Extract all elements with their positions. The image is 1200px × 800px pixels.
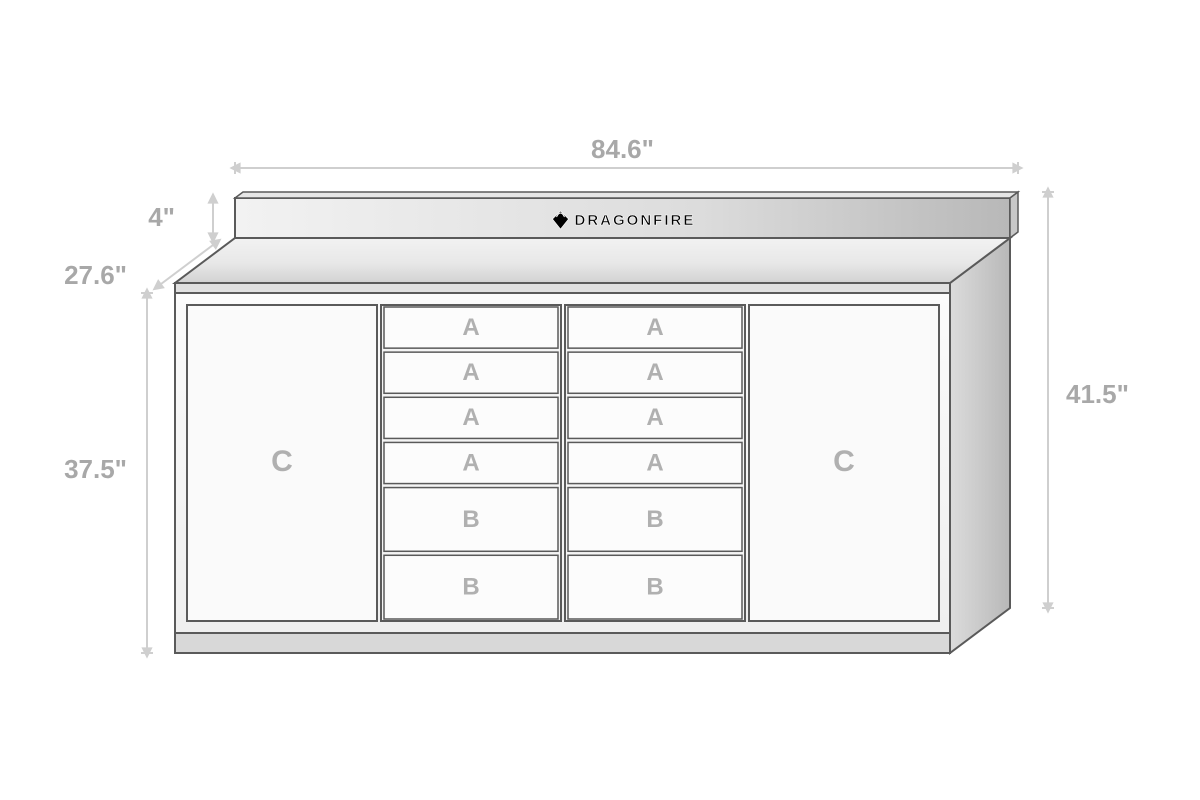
svg-text:A: A bbox=[462, 314, 479, 341]
cabinet-base-kick bbox=[175, 633, 950, 653]
svg-text:A: A bbox=[646, 359, 663, 386]
svg-text:B: B bbox=[462, 506, 479, 533]
dim-backsplash: 4" bbox=[148, 202, 175, 232]
svg-text:C: C bbox=[833, 445, 855, 478]
svg-text:B: B bbox=[462, 573, 479, 600]
dim-depth: 27.6" bbox=[64, 260, 127, 290]
svg-text:DRAGONFIRE: DRAGONFIRE bbox=[575, 212, 696, 229]
backsplash-top bbox=[235, 192, 1018, 198]
countertop-surface bbox=[175, 238, 1010, 283]
svg-text:A: A bbox=[462, 404, 479, 431]
svg-text:A: A bbox=[462, 449, 479, 476]
svg-text:A: A bbox=[646, 314, 663, 341]
dim-width-top: 84.6" bbox=[591, 134, 654, 164]
backsplash-right-cap bbox=[1010, 192, 1018, 238]
brand-logo: DRAGONFIRE bbox=[553, 211, 696, 229]
dim-overall-height: 41.5" bbox=[1066, 379, 1129, 409]
svg-text:B: B bbox=[646, 506, 663, 533]
svg-text:A: A bbox=[646, 449, 663, 476]
svg-text:B: B bbox=[646, 573, 663, 600]
svg-text:A: A bbox=[646, 404, 663, 431]
cabinet-side-right bbox=[950, 238, 1010, 653]
svg-text:C: C bbox=[271, 445, 293, 478]
dim-front-height: 37.5" bbox=[64, 454, 127, 484]
svg-text:A: A bbox=[462, 359, 479, 386]
countertop-front-edge bbox=[175, 283, 950, 293]
